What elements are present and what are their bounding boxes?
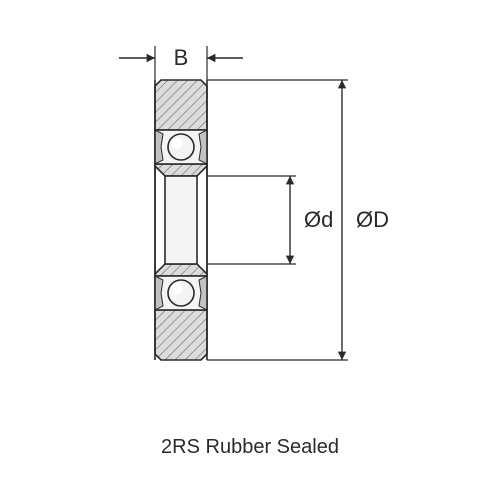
label-outer-diameter: ØD xyxy=(356,207,389,232)
label-width-B: B xyxy=(174,45,189,70)
caption: 2RS Rubber Sealed xyxy=(0,436,500,459)
bearing-cross-section-drawing: B Ød ØD xyxy=(0,0,500,430)
label-inner-diameter: Ød xyxy=(304,207,333,232)
figure-container: B Ød ØD 2RS Rubber Sealed xyxy=(0,0,500,459)
